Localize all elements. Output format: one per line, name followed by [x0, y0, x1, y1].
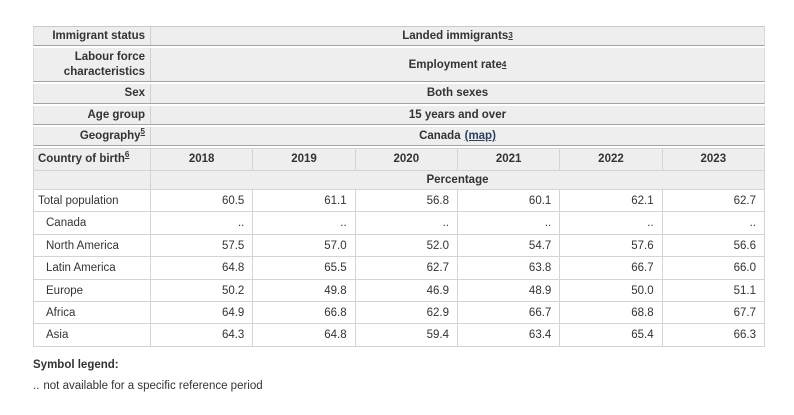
value-cell: ..: [456, 211, 561, 235]
value-cell: 64.8: [149, 256, 254, 280]
column-header-year: 2019: [252, 148, 356, 171]
unit-row-empty-cell: [33, 169, 151, 191]
value-cell: 66.0: [661, 256, 766, 280]
value-cell: ..: [354, 211, 458, 235]
column-header-country-of-birth: Country of birth6: [33, 148, 151, 171]
table-row: Africa 64.9 66.8 62.9 66.7 68.8 67.7: [33, 300, 766, 325]
unit-row: Percentage: [33, 169, 765, 191]
meta-label: Immigrant status: [34, 27, 151, 46]
not-available-symbol: ..: [33, 379, 40, 392]
value-cell: 64.3: [149, 323, 254, 347]
map-link[interactable]: (map): [464, 129, 496, 142]
value-cell: 59.4: [354, 323, 458, 347]
country-of-birth-table: Country of birth6 2018 2019 2020 2021 20…: [33, 148, 766, 347]
value-cell: 66.8: [252, 300, 356, 325]
value-cell: 51.1: [661, 278, 766, 302]
table-row: Canada .. .. .. .. .. ..: [33, 211, 766, 235]
row-label: Europe: [33, 278, 151, 302]
value-cell: 46.9: [354, 278, 458, 302]
symbol-legend-text: not available for a specific reference p…: [43, 379, 263, 392]
meta-label: Geography5: [34, 126, 151, 146]
value-cell: 60.5: [149, 188, 254, 213]
footnote-5-link[interactable]: 5: [140, 127, 145, 137]
value-cell: ..: [661, 211, 766, 235]
value-cell: 62.1: [559, 188, 663, 213]
value-cell: 62.9: [354, 300, 458, 325]
value-cell: 50.2: [149, 278, 254, 302]
meta-value: Canada (map): [419, 129, 496, 142]
value-cell: 57.5: [149, 233, 254, 258]
row-label: Latin America: [33, 256, 151, 280]
value-cell: 62.7: [354, 256, 458, 280]
symbol-legend-title: Symbol legend:: [33, 358, 119, 371]
table-row: Asia 64.3 64.8 59.4 63.4 65.4 66.3: [33, 323, 766, 347]
column-header-year: 2023: [661, 148, 766, 171]
value-cell: 63.4: [456, 323, 561, 347]
column-header-year: 2021: [456, 148, 561, 171]
value-cell: 54.7: [456, 233, 561, 258]
table-row: Europe 50.2 49.8 46.9 48.9 50.0 51.1: [33, 278, 766, 302]
value-cell: 50.0: [559, 278, 663, 302]
value-cell: 49.8: [252, 278, 356, 302]
column-header-year: 2022: [559, 148, 663, 171]
statistics-table: Immigrant status Landed immigrants 3 Labo…: [33, 26, 766, 347]
meta-row-labour-force: Labour force characteristics Employment …: [33, 48, 765, 83]
value-cell: 56.8: [354, 188, 458, 213]
value-cell: 61.1: [252, 188, 356, 213]
value-cell: ..: [149, 211, 254, 235]
meta-label: Sex: [34, 84, 151, 103]
meta-label: Labour force characteristics: [34, 48, 151, 82]
value-cell: 64.9: [149, 300, 254, 325]
row-label: Asia: [33, 323, 151, 347]
value-cell: 63.8: [456, 256, 561, 280]
value-cell: ..: [252, 211, 356, 235]
value-cell: 66.3: [661, 323, 766, 347]
row-label: Canada: [33, 211, 151, 235]
value-cell: 67.7: [661, 300, 766, 325]
meta-row-immigrant-status: Immigrant status Landed immigrants 3: [33, 26, 765, 47]
row-label: North America: [33, 233, 151, 258]
meta-row-geography: Geography5 Canada (map): [33, 126, 765, 147]
column-header-year: 2020: [354, 148, 458, 171]
value-cell: 64.8: [252, 323, 356, 347]
row-label: Total population: [33, 188, 151, 213]
meta-row-sex: Sex Both sexes: [33, 84, 765, 104]
value-cell: 60.1: [456, 188, 561, 213]
meta-value: Both sexes: [426, 87, 489, 100]
column-header-year: 2018: [149, 148, 254, 171]
row-label: Africa: [33, 300, 151, 325]
value-cell: 65.4: [559, 323, 663, 347]
value-cell: 48.9: [456, 278, 561, 302]
value-cell: 57.0: [252, 233, 356, 258]
footnote-6-link[interactable]: 6: [124, 150, 130, 160]
year-header-row: Country of birth6 2018 2019 2020 2021 20…: [33, 148, 766, 171]
value-cell: 68.8: [559, 300, 663, 325]
table-row: Latin America 64.8 65.5 62.7 63.8 66.7 6…: [33, 256, 766, 280]
symbol-legend: Symbol legend: .. not available for a spe…: [33, 359, 765, 392]
unit-label: Percentage: [150, 169, 765, 191]
meta-row-age-group: Age group 15 years and over: [33, 105, 765, 125]
value-cell: 66.7: [456, 300, 561, 325]
value-cell: 62.7: [661, 188, 766, 213]
meta-value: 15 years and over: [408, 108, 507, 121]
value-cell: 66.7: [559, 256, 663, 280]
symbol-legend-item: .. not available for a specific reference…: [33, 380, 765, 392]
value-cell: 57.6: [559, 233, 663, 258]
value-cell: 65.5: [252, 256, 356, 280]
page: Immigrant status Landed immigrants 3 Labo…: [33, 26, 766, 392]
table-row: North America 57.5 57.0 52.0 54.7 57.6 5…: [33, 233, 766, 258]
meta-label: Age group: [34, 105, 151, 124]
meta-value: Landed immigrants 3: [402, 30, 513, 42]
meta-value: Employment rate 4: [408, 58, 507, 71]
value-cell: 52.0: [354, 233, 458, 258]
value-cell: 56.6: [661, 233, 766, 258]
table-row: Total population 60.5 61.1 56.8 60.1 62.…: [33, 188, 766, 213]
value-cell: ..: [559, 211, 663, 235]
